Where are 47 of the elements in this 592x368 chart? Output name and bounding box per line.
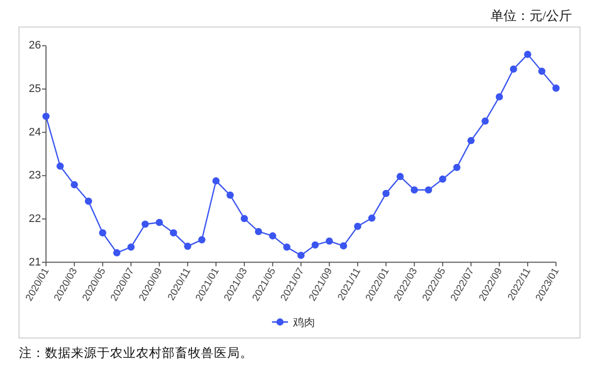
point xyxy=(396,172,404,180)
point xyxy=(127,244,135,251)
point xyxy=(354,222,362,230)
text: 注：数据来源于农业农村部畜牧兽医局。 xyxy=(19,345,253,360)
y-tick-label: 23 xyxy=(28,170,41,182)
point xyxy=(170,229,178,236)
legend: 鸡肉 xyxy=(272,317,315,329)
point xyxy=(538,68,546,75)
y-tick-label: 24 xyxy=(28,126,41,138)
point xyxy=(439,176,446,183)
point xyxy=(156,218,163,226)
y-tick-label: 25 xyxy=(28,83,41,96)
point xyxy=(467,136,475,144)
point xyxy=(524,50,532,58)
point xyxy=(198,236,206,244)
point xyxy=(340,242,348,250)
legend-label: 鸡肉 xyxy=(292,317,315,329)
point xyxy=(382,190,390,198)
point xyxy=(254,228,262,236)
y-tick-label: 22 xyxy=(28,212,41,225)
point xyxy=(482,117,489,125)
text: 单位：元/公斤 xyxy=(490,8,572,23)
point xyxy=(99,229,106,236)
point xyxy=(312,241,319,249)
point xyxy=(453,164,460,172)
point xyxy=(510,65,518,73)
point xyxy=(269,232,276,240)
point xyxy=(496,93,503,100)
point xyxy=(368,214,376,222)
point xyxy=(184,242,192,250)
point xyxy=(552,84,560,92)
point xyxy=(410,186,418,194)
point xyxy=(240,214,248,222)
point xyxy=(142,220,149,228)
point xyxy=(326,237,333,245)
point xyxy=(56,162,64,170)
point xyxy=(84,198,92,205)
point xyxy=(70,181,78,188)
y-tick-label: 21 xyxy=(28,256,41,268)
point xyxy=(297,252,305,259)
point xyxy=(42,112,50,120)
point xyxy=(226,192,234,199)
y-tick-label: 26 xyxy=(28,40,41,52)
point xyxy=(212,177,220,184)
point xyxy=(283,244,290,251)
point xyxy=(113,249,120,256)
point xyxy=(424,186,432,194)
